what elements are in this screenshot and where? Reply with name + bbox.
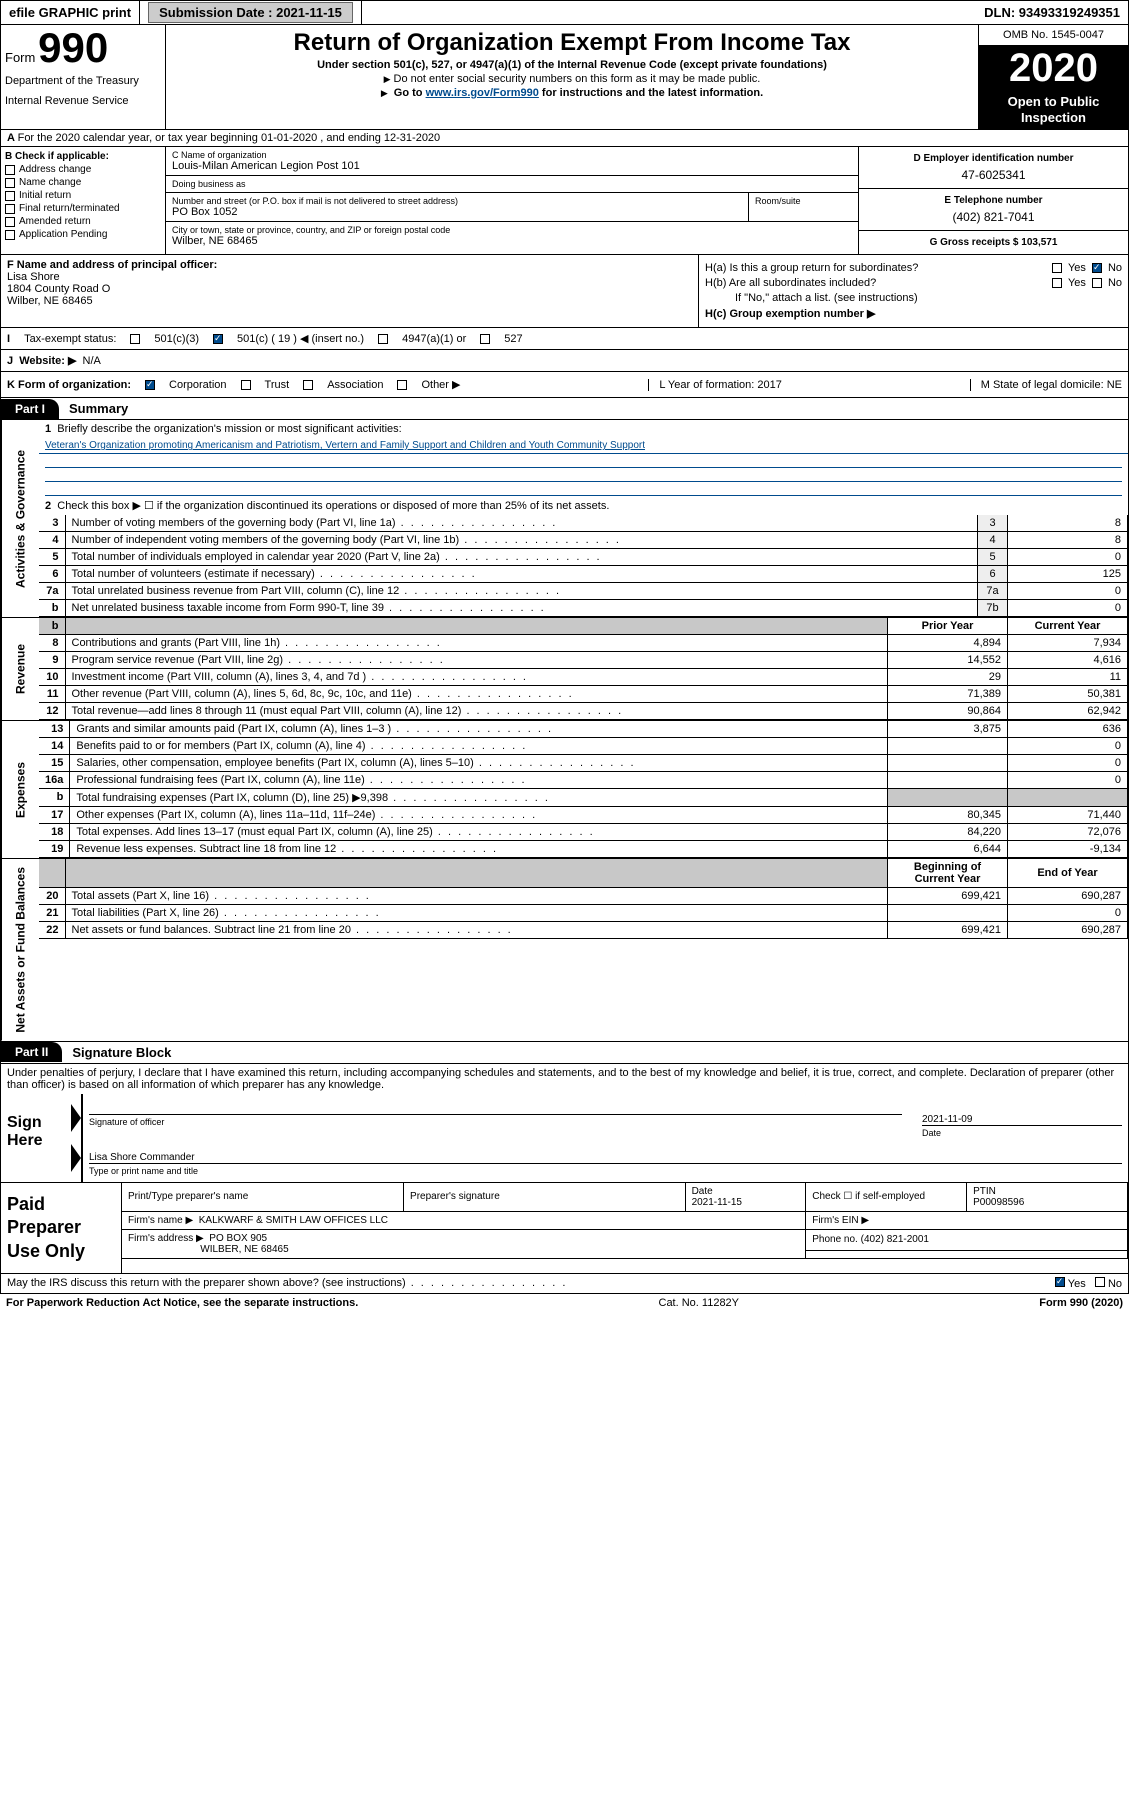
header-right: OMB No. 1545-0047 2020 Open to Public In… xyxy=(978,25,1128,129)
part2-header: Part II Signature Block xyxy=(0,1042,1129,1064)
ha-yes[interactable] xyxy=(1052,263,1062,273)
submission-date: Submission Date : 2021-11-15 xyxy=(140,1,362,24)
form-title: Return of Organization Exempt From Incom… xyxy=(170,29,974,57)
ha-no[interactable] xyxy=(1092,263,1102,273)
row-a-period: A For the 2020 calendar year, or tax yea… xyxy=(0,130,1129,147)
chk-address-change[interactable] xyxy=(5,165,15,175)
governance-table: 3Number of voting members of the governi… xyxy=(39,515,1128,617)
subtitle-2: Do not enter social security numbers on … xyxy=(170,73,974,85)
chk-assoc[interactable] xyxy=(303,380,313,390)
side-netassets: Net Assets or Fund Balances xyxy=(1,859,39,1041)
chk-amended[interactable] xyxy=(5,217,15,227)
footer: For Paperwork Reduction Act Notice, see … xyxy=(0,1294,1129,1312)
expenses-table: 13Grants and similar amounts paid (Part … xyxy=(39,721,1128,858)
efile-label: efile GRAPHIC print xyxy=(1,1,140,24)
form-word: Form xyxy=(5,50,35,65)
form-version: Form 990 (2020) xyxy=(1039,1297,1123,1309)
col-b-mid: C Name of organization Louis-Milan Ameri… xyxy=(166,147,858,254)
arrow-icon xyxy=(71,1144,81,1172)
gross-receipts: G Gross receipts $ 103,571 xyxy=(865,237,1122,248)
header-center: Return of Organization Exempt From Incom… xyxy=(166,25,978,129)
part1-revenue: Revenue bPrior YearCurrent Year 8Contrib… xyxy=(0,618,1129,721)
discuss-row: May the IRS discuss this return with the… xyxy=(0,1274,1129,1294)
ein: 47-6025341 xyxy=(865,168,1122,182)
city-state-zip: Wilber, NE 68465 xyxy=(172,235,852,247)
hb-yes[interactable] xyxy=(1052,278,1062,288)
col-b-right: D Employer identification number 47-6025… xyxy=(858,147,1128,254)
state-domicile: M State of legal domicile: NE xyxy=(970,379,1122,391)
part1-expenses: Expenses 13Grants and similar amounts pa… xyxy=(0,721,1129,859)
part1-header: Part I Summary xyxy=(0,398,1129,420)
revenue-table: bPrior YearCurrent Year 8Contributions a… xyxy=(39,618,1128,720)
part1-governance: Activities & Governance 1 Briefly descri… xyxy=(0,420,1129,618)
part1-netassets: Net Assets or Fund Balances Beginning of… xyxy=(0,859,1129,1042)
form-header: Form 990 Department of the Treasury Inte… xyxy=(0,25,1129,130)
hb-no[interactable] xyxy=(1092,278,1102,288)
netassets-table: Beginning of Current YearEnd of Year 20T… xyxy=(39,859,1128,939)
topbar: efile GRAPHIC print Submission Date : 20… xyxy=(0,0,1129,25)
discuss-no[interactable] xyxy=(1095,1277,1105,1287)
ptin: P00098596 xyxy=(973,1197,1024,1208)
tax-year: 2020 xyxy=(979,46,1128,90)
chk-501c3[interactable] xyxy=(130,334,140,344)
mission-text: Veteran's Organization promoting America… xyxy=(39,438,1128,454)
section-fh: F Name and address of principal officer:… xyxy=(0,255,1129,328)
signature-area: Signature of officer 2021-11-09Date Lisa… xyxy=(81,1094,1128,1182)
col-b-checkboxes: B Check if applicable: Address change Na… xyxy=(1,147,166,254)
dln: DLN: 93493319249351 xyxy=(976,1,1128,24)
discuss-yes[interactable] xyxy=(1055,1277,1065,1287)
paid-prep-label: Paid Preparer Use Only xyxy=(1,1183,121,1273)
chk-name-change[interactable] xyxy=(5,178,15,188)
chk-other[interactable] xyxy=(397,380,407,390)
side-governance: Activities & Governance xyxy=(1,420,39,617)
subtitle-1: Under section 501(c), 527, or 4947(a)(1)… xyxy=(170,59,974,71)
principal-officer: F Name and address of principal officer:… xyxy=(1,255,698,327)
header-left: Form 990 Department of the Treasury Inte… xyxy=(1,25,166,129)
phone: (402) 821-2001 xyxy=(861,1234,929,1245)
street-address: PO Box 1052 xyxy=(172,206,742,218)
chk-501c[interactable] xyxy=(213,334,223,344)
row-k-org-form: K Form of organization: Corporation Trus… xyxy=(0,372,1129,398)
sign-here: Sign Here xyxy=(1,1094,81,1182)
chk-trust[interactable] xyxy=(241,380,251,390)
side-revenue: Revenue xyxy=(1,618,39,720)
chk-app-pending[interactable] xyxy=(5,230,15,240)
telephone: (402) 821-7041 xyxy=(865,210,1122,224)
chk-corp[interactable] xyxy=(145,380,155,390)
side-expenses: Expenses xyxy=(1,721,39,858)
chk-527[interactable] xyxy=(480,334,490,344)
paid-preparer: Paid Preparer Use Only Print/Type prepar… xyxy=(0,1183,1129,1274)
cat-no: Cat. No. 11282Y xyxy=(659,1297,740,1309)
subtitle-3: Go to www.irs.gov/Form990 for instructio… xyxy=(170,87,974,99)
chk-initial-return[interactable] xyxy=(5,191,15,201)
irs: Internal Revenue Service xyxy=(5,95,161,107)
open-public: Open to Public Inspection xyxy=(979,90,1128,129)
signature-block: Under penalties of perjury, I declare th… xyxy=(0,1064,1129,1183)
row-i-tax-status: I Tax-exempt status: 501(c)(3) 501(c) ( … xyxy=(0,328,1129,350)
perjury-text: Under penalties of perjury, I declare th… xyxy=(1,1064,1128,1094)
arrow-icon xyxy=(71,1104,81,1132)
chk-4947[interactable] xyxy=(378,334,388,344)
submission-btn[interactable]: Submission Date : 2021-11-15 xyxy=(148,2,353,23)
firm-name: KALKWARF & SMITH LAW OFFICES LLC xyxy=(199,1215,388,1226)
form990-link[interactable]: www.irs.gov/Form990 xyxy=(426,87,539,99)
org-name: Louis-Milan American Legion Post 101 xyxy=(172,160,852,172)
year-formation: L Year of formation: 2017 xyxy=(648,379,782,391)
omb-no: OMB No. 1545-0047 xyxy=(979,25,1128,46)
row-j-website: J Website: ▶ N/A xyxy=(0,350,1129,372)
form-number: 990 xyxy=(38,24,108,71)
chk-final-return[interactable] xyxy=(5,204,15,214)
section-b: B Check if applicable: Address change Na… xyxy=(0,147,1129,255)
room-label: Room/suite xyxy=(755,196,852,206)
section-h: H(a) Is this a group return for subordin… xyxy=(698,255,1128,327)
dept-treasury: Department of the Treasury xyxy=(5,75,161,87)
